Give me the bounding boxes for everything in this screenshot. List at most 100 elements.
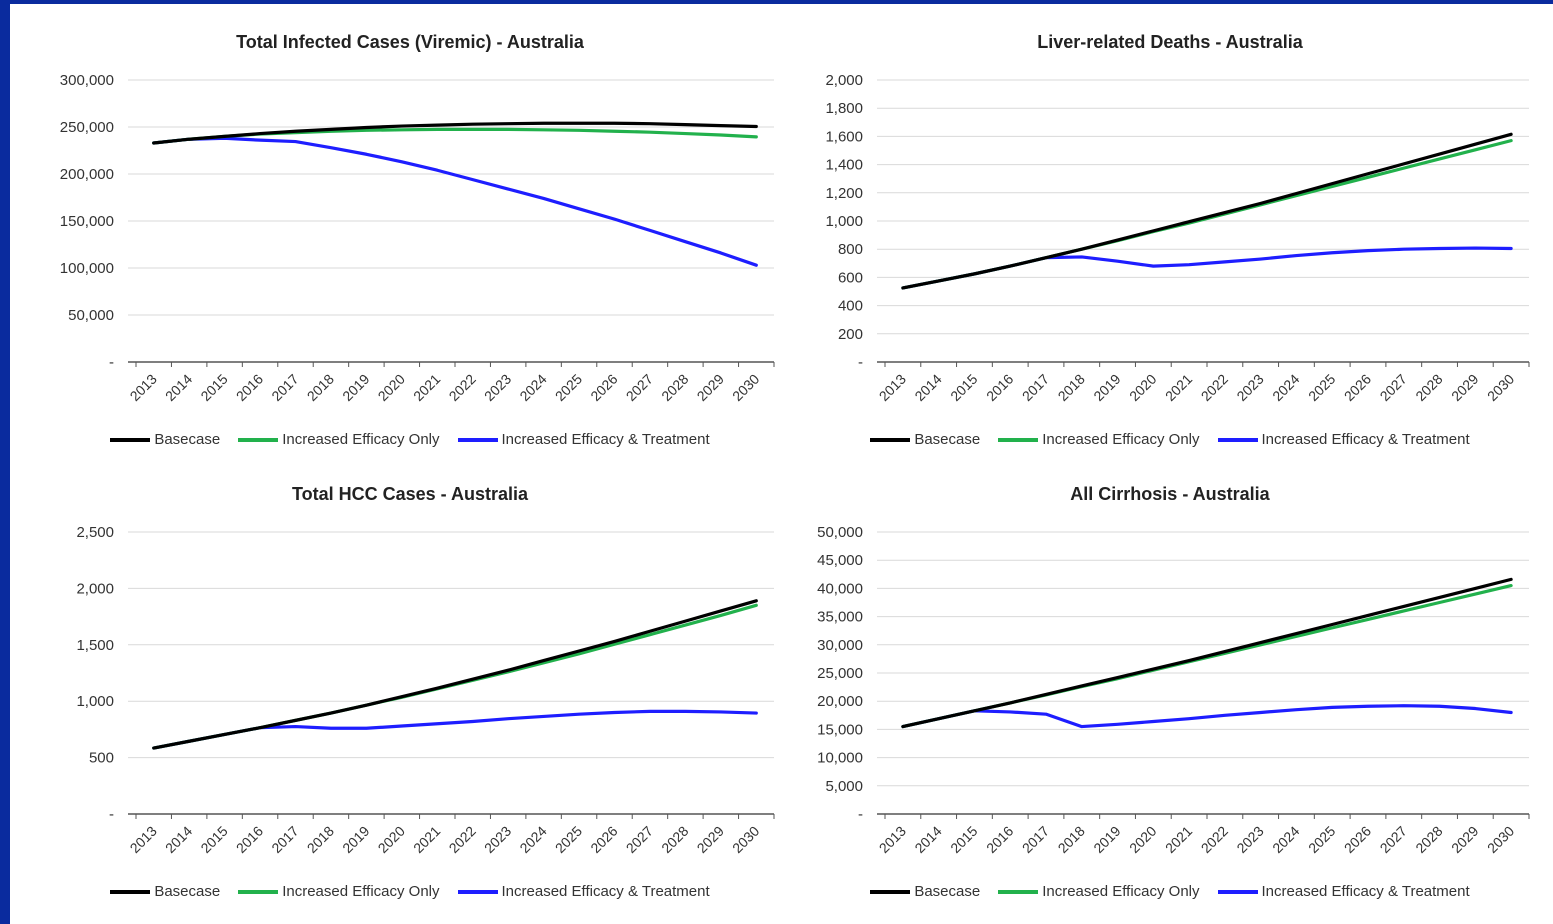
x-tick-label: 2013 [876,823,909,856]
y-tick-label: 100,000 [60,260,114,277]
chart-total-infected-cases: Total Infected Cases (Viremic) - Austral… [30,30,790,460]
y-tick-label: 1,600 [825,128,863,145]
x-tick-label: 2018 [304,823,337,856]
chart-legend: Basecase Increased Efficacy Only Increased… [795,431,1545,448]
legend-item: Basecase [110,883,220,900]
chart-title: Total Infected Cases (Viremic) - Austral… [236,32,584,52]
legend-label: Increased Efficacy & Treatment [501,883,710,900]
y-tick-label: 1,000 [825,213,863,230]
legend-label: Increased Efficacy Only [1042,883,1200,900]
legend-swatch [870,437,911,442]
chart-liver-related-deaths: Liver-related Deaths - Australia - 200 400 6… [795,30,1545,460]
legend-item: Basecase [110,431,220,448]
x-tick-label: 2013 [876,371,909,404]
legend-label: Increased Efficacy & Treatment [1261,883,1470,900]
y-tick-label: 800 [838,241,863,258]
x-tick-label: 2022 [1198,823,1231,856]
x-tick-label: 2016 [983,371,1016,404]
x-tick-label: 2017 [1019,371,1052,404]
legend-swatch [110,437,151,442]
chart-legend: Basecase Increased Efficacy Only Increased… [795,883,1545,900]
legend-swatch [870,889,911,894]
legend-swatch [457,437,498,442]
x-tick-label: 2025 [552,371,585,404]
x-tick-label: 2016 [233,823,266,856]
chart-title: All Cirrhosis - Australia [1070,484,1270,504]
y-tick-label: 50,000 [817,524,863,541]
y-tick-label: 1,400 [825,157,863,174]
y-tick-label: 300,000 [60,72,114,89]
x-tick-label: 2021 [1162,371,1195,404]
y-tick-label: 40,000 [817,580,863,597]
legend-swatch [1217,889,1258,894]
x-tick-label: 2023 [1233,371,1266,404]
y-tick-label: 5,000 [825,778,863,795]
legend-item: Increased Efficacy & Treatment [1217,431,1470,448]
legend-label: Increased Efficacy & Treatment [501,431,710,448]
y-tick-label: - [858,354,863,371]
y-tick-label: 50,000 [68,307,114,324]
x-tick-label: 2025 [1305,371,1338,404]
x-tick-label: 2015 [947,823,980,856]
x-tick-label: 2022 [445,823,478,856]
y-tick-label: 600 [838,269,863,286]
y-tick-label: 500 [89,750,114,767]
legend-label: Basecase [154,431,221,448]
legend-swatch [998,437,1039,442]
legend-label: Increased Efficacy Only [282,883,440,900]
legend-swatch [238,437,279,442]
legend-item: Increased Efficacy Only [238,431,440,448]
x-tick-label: 2027 [623,371,656,404]
y-tick-label: 15,000 [817,721,863,738]
y-tick-label: 45,000 [817,552,863,569]
x-tick-label: 2029 [1448,823,1481,856]
x-tick-label: 2014 [162,823,195,856]
x-tick-label: 2026 [587,371,620,404]
y-tick-label: 400 [838,298,863,315]
x-tick-label: 2026 [1341,823,1374,856]
x-tick-label: 2020 [1126,371,1159,404]
x-tick-label: 2030 [1484,823,1517,856]
x-tick-label: 2027 [1377,371,1410,404]
y-tick-label: - [109,806,114,823]
y-tick-label: 10,000 [817,750,863,767]
x-tick-label: 2018 [1055,371,1088,404]
x-tick-label: 2023 [481,371,514,404]
y-tick-label: 20,000 [817,693,863,710]
x-tick-label: 2024 [1269,371,1302,404]
x-tick-label: 2030 [1484,371,1517,404]
x-tick-label: 2018 [1055,823,1088,856]
x-tick-label: 2021 [410,823,443,856]
legend-item: Increased Efficacy & Treatment [1217,883,1470,900]
y-tick-label: 250,000 [60,119,114,136]
x-tick-label: 2013 [126,371,159,404]
chart-legend: Basecase Increased Efficacy Only Increased… [30,883,790,900]
x-tick-label: 2022 [445,371,478,404]
x-tick-label: 2022 [1198,371,1231,404]
x-tick-label: 2024 [516,823,549,856]
x-tick-label: 2021 [410,371,443,404]
x-tick-label: 2029 [694,371,727,404]
y-tick-label: - [109,354,114,371]
x-tick-label: 2013 [126,823,159,856]
x-tick-label: 2015 [197,823,230,856]
y-tick-label: 1,000 [76,693,114,710]
legend-item: Increased Efficacy Only [998,431,1200,448]
x-tick-label: 2023 [481,823,514,856]
x-tick-label: 2028 [658,823,691,856]
x-tick-label: 2029 [694,823,727,856]
x-tick-label: 2028 [1412,371,1445,404]
x-tick-label: 2024 [516,371,549,404]
x-tick-label: 2027 [623,823,656,856]
chart-svg: - 200 400 600 800 1,000 1,200 1,400 1,600 1,800 2,… [825,72,1530,404]
legend-item: Increased Efficacy Only [998,883,1200,900]
x-tick-label: 2014 [911,371,944,404]
chart-all-cirrhosis: All Cirrhosis - Australia - 5,000 10,000 15,… [795,482,1545,912]
legend-item: Increased Efficacy & Treatment [457,883,710,900]
y-tick-label: 35,000 [817,609,863,626]
x-tick-label: 2014 [911,823,944,856]
x-tick-label: 2015 [947,371,980,404]
x-tick-label: 2030 [729,823,762,856]
x-tick-label: 2020 [375,371,408,404]
chart-title: Total HCC Cases - Australia [291,484,529,504]
